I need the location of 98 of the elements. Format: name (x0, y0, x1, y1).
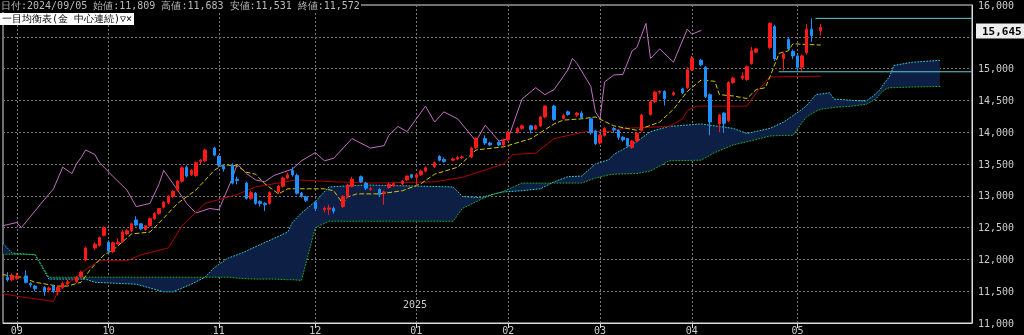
y-tick-label: 11,500 (978, 285, 1015, 297)
candlestick (497, 140, 501, 147)
candlestick (102, 225, 106, 237)
candlestick (566, 110, 570, 117)
candlestick (580, 110, 583, 120)
candlestick (52, 284, 55, 294)
candlestick (562, 113, 565, 120)
annotation: 2025 (402, 298, 428, 310)
x-tick-label: 12 (309, 324, 322, 335)
candlestick (75, 275, 78, 284)
candlestick (56, 284, 60, 297)
candlestick (663, 89, 666, 106)
candlestick (460, 155, 464, 160)
candlestick (29, 281, 32, 288)
x-tick-label: 04 (685, 324, 698, 335)
candlestick (672, 91, 675, 97)
x-tick-label: 11 (212, 324, 225, 335)
text: 一目均衡表(金 中心連続)▽× (0, 13, 135, 25)
candlestick (612, 126, 616, 134)
candlestick (382, 190, 386, 206)
candlestick (410, 173, 413, 180)
x-tick-label: 03 (593, 324, 607, 335)
candlestick (364, 181, 368, 191)
candlestick (718, 113, 721, 133)
y-tick-label: 16,000 (978, 0, 1015, 11)
candlestick (203, 148, 207, 163)
candlestick (378, 187, 381, 198)
candlestick (810, 17, 813, 43)
candlestick (640, 113, 643, 133)
candlestick (93, 241, 97, 251)
x-tick-label: 02 (502, 324, 515, 335)
candlestick (6, 271, 9, 283)
candlestick (79, 270, 83, 279)
candlestick (534, 124, 537, 131)
candlestick (213, 146, 216, 157)
candlestick (332, 206, 335, 215)
candlestick (43, 285, 46, 297)
candlestick (359, 174, 363, 184)
x-tick-label: 05 (791, 324, 804, 335)
candlestick (442, 157, 446, 164)
candlestick (722, 111, 726, 134)
candlestick (782, 52, 785, 72)
candlestick (157, 207, 161, 216)
line-series (2, 22, 702, 229)
candlestick (217, 154, 221, 168)
y-tick-label: 11,000 (978, 317, 1015, 329)
candlestick (185, 164, 188, 178)
candlestick (249, 190, 253, 201)
candlestick (369, 186, 372, 192)
candlestick (800, 54, 804, 72)
candlestick (84, 246, 87, 262)
y-tick-label: 12,500 (978, 222, 1015, 234)
candlestick (787, 37, 790, 51)
chart-title: 日付:2024/09/05 始値:11,809 高値:11,683 安値:11,531 終値:11,572 (0, 0, 361, 12)
candlestick (148, 216, 152, 228)
x-tick-label: 10 (102, 324, 115, 335)
candlestick (401, 179, 404, 186)
candlestick (24, 269, 28, 285)
candlestick (529, 124, 533, 134)
candlestick (327, 204, 331, 216)
candlestick (47, 286, 51, 293)
candlestick (681, 87, 684, 95)
candlestick (805, 23, 808, 56)
y-tick-label: 12,000 (978, 253, 1015, 265)
candlestick (699, 58, 703, 67)
text: 15,645 (982, 24, 1022, 38)
candlestick (107, 239, 110, 254)
candlestick (773, 24, 776, 62)
candlestick (162, 200, 165, 210)
candlestick (268, 190, 271, 206)
y-tick-label: 13,500 (978, 158, 1015, 170)
candlestick (66, 279, 69, 286)
candlestick (745, 64, 749, 82)
x-tick-label: 01 (410, 324, 423, 335)
candlestick (520, 124, 524, 131)
candlestick (194, 160, 198, 178)
candlestick (768, 21, 772, 50)
y-tick-label: 14,000 (978, 126, 1015, 138)
candlestick (819, 23, 822, 37)
x-tick-label: 09 (10, 324, 23, 335)
candlestick (405, 174, 409, 182)
y-tick-label: 13,000 (978, 190, 1015, 202)
candlestick (451, 157, 455, 162)
y-tick-label: 15,000 (978, 63, 1015, 75)
candlestick (304, 195, 308, 203)
candlestick (245, 181, 248, 201)
candlestick (552, 104, 556, 122)
line-series (2, 85, 941, 281)
candlestick (387, 182, 391, 190)
candlestick (295, 173, 299, 196)
candlestick (575, 111, 579, 118)
candlestick (314, 200, 317, 212)
line-series (2, 43, 821, 287)
candlestick (433, 160, 436, 169)
line-series (2, 75, 821, 302)
candlestick (291, 166, 294, 178)
y-tick-label: 14,500 (978, 94, 1015, 106)
candlestick (33, 284, 37, 292)
